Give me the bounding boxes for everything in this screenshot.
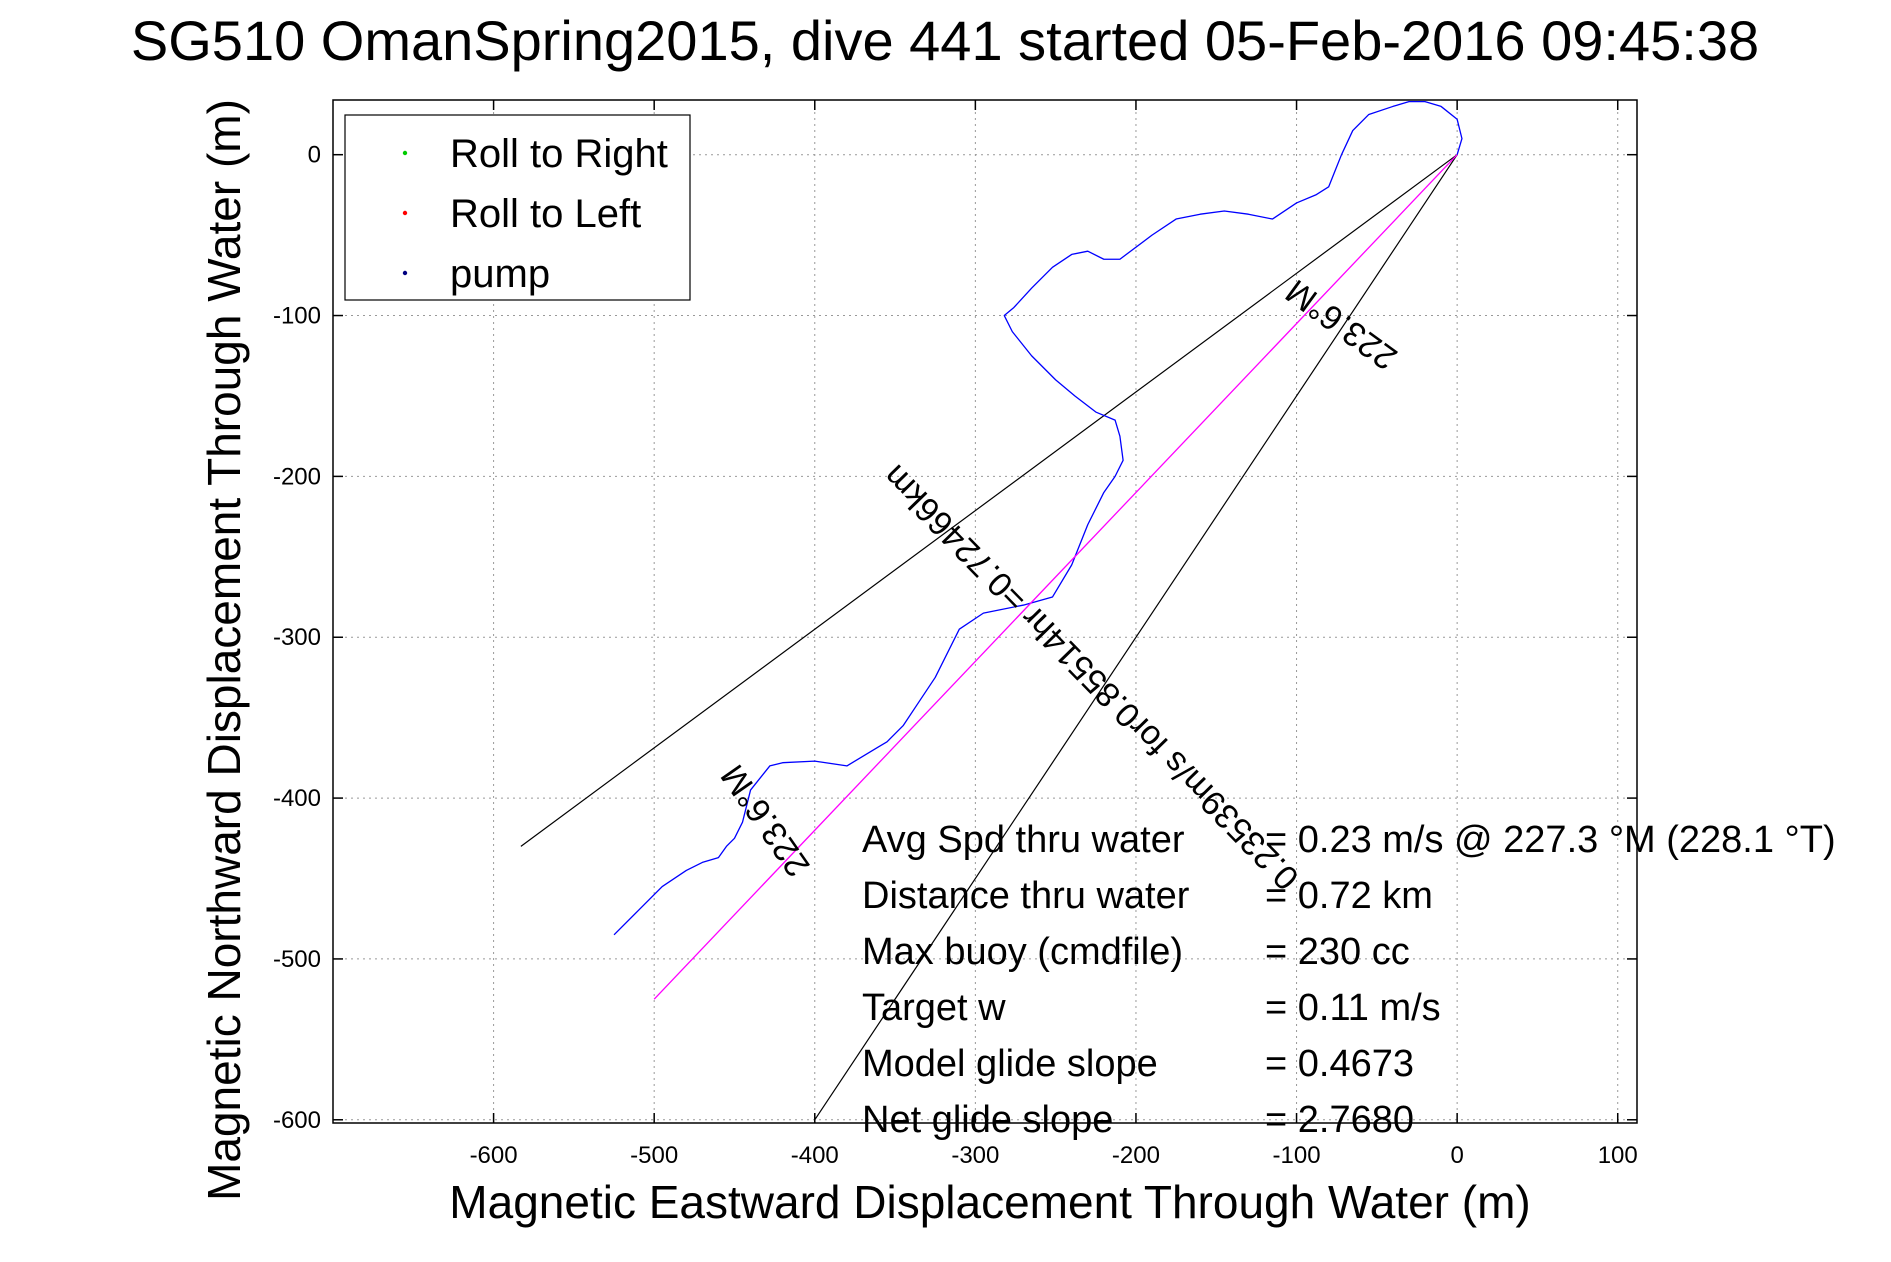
stat-label: Avg Spd thru water [862,819,1185,861]
y-tick-label: -600 [273,1107,321,1134]
legend-label: Roll to Left [450,192,641,236]
chart-title: SG510 OmanSpring2015, dive 441 started 0… [131,9,1759,72]
reference-line [814,154,1458,1121]
y-axis-label: Magnetic Northward Displacement Through … [198,99,250,1201]
x-tick-label: -600 [470,1142,518,1169]
x-tick-label: -100 [1273,1142,1321,1169]
x-tick-label: 0 [1450,1142,1463,1169]
stat-value: = 230 cc [1265,931,1410,973]
legend-box [344,114,691,301]
y-tick-label: -500 [273,946,321,973]
reference-lines [520,154,1458,1121]
stat-label: Net glide slope [862,1099,1113,1141]
stat-label: Distance thru water [862,875,1190,917]
y-tick-label: -100 [273,303,321,330]
stat-value: = 0.23 m/s @ 227.3 °M (228.1 °T) [1265,819,1836,861]
stat-value: = 0.4673 [1265,1043,1414,1085]
x-axis-label: Magnetic Eastward Displacement Through W… [449,1176,1530,1228]
series-line [613,100,1463,936]
x-tick-label: -500 [630,1142,678,1169]
legend-label: pump [450,252,550,296]
y-tick-label: -300 [273,624,321,651]
y-tick-label: -200 [273,463,321,490]
stat-value: = 0.11 m/s [1265,987,1441,1029]
legend-label: Roll to Right [450,132,668,176]
series-line [653,154,1458,1000]
stat-label: Model glide slope [862,1043,1158,1085]
legend-marker [402,210,408,216]
x-axis-ticks: -600 -500 -400 -300 -200 -100 0 100 [470,100,1638,1169]
stat-value: = 0.72 km [1265,875,1433,917]
stat-label: Max buoy (cmdfile) [862,931,1183,973]
x-tick-label: -200 [1112,1142,1160,1169]
stats-panel: Avg Spd thru water = 0.23 m/s @ 227.3 °M … [862,819,1836,1141]
x-tick-label: -400 [791,1142,839,1169]
x-tick-label: 100 [1598,1142,1638,1169]
legend: Roll to Right Roll to Left pump [344,114,691,301]
stat-label: Target w [862,987,1006,1029]
stat-value: = 2.7680 [1265,1099,1414,1141]
y-tick-label: 0 [308,142,321,169]
plot-frame [332,99,1638,1124]
legend-marker [402,270,408,276]
reference-line [520,154,1458,847]
legend-marker [402,150,408,156]
y-tick-label: -400 [273,785,321,812]
x-tick-label: -300 [951,1142,999,1169]
y-axis-ticks: 0 -100 -200 -300 -400 -500 -600 [273,142,1637,1134]
series-group [613,100,1463,1000]
